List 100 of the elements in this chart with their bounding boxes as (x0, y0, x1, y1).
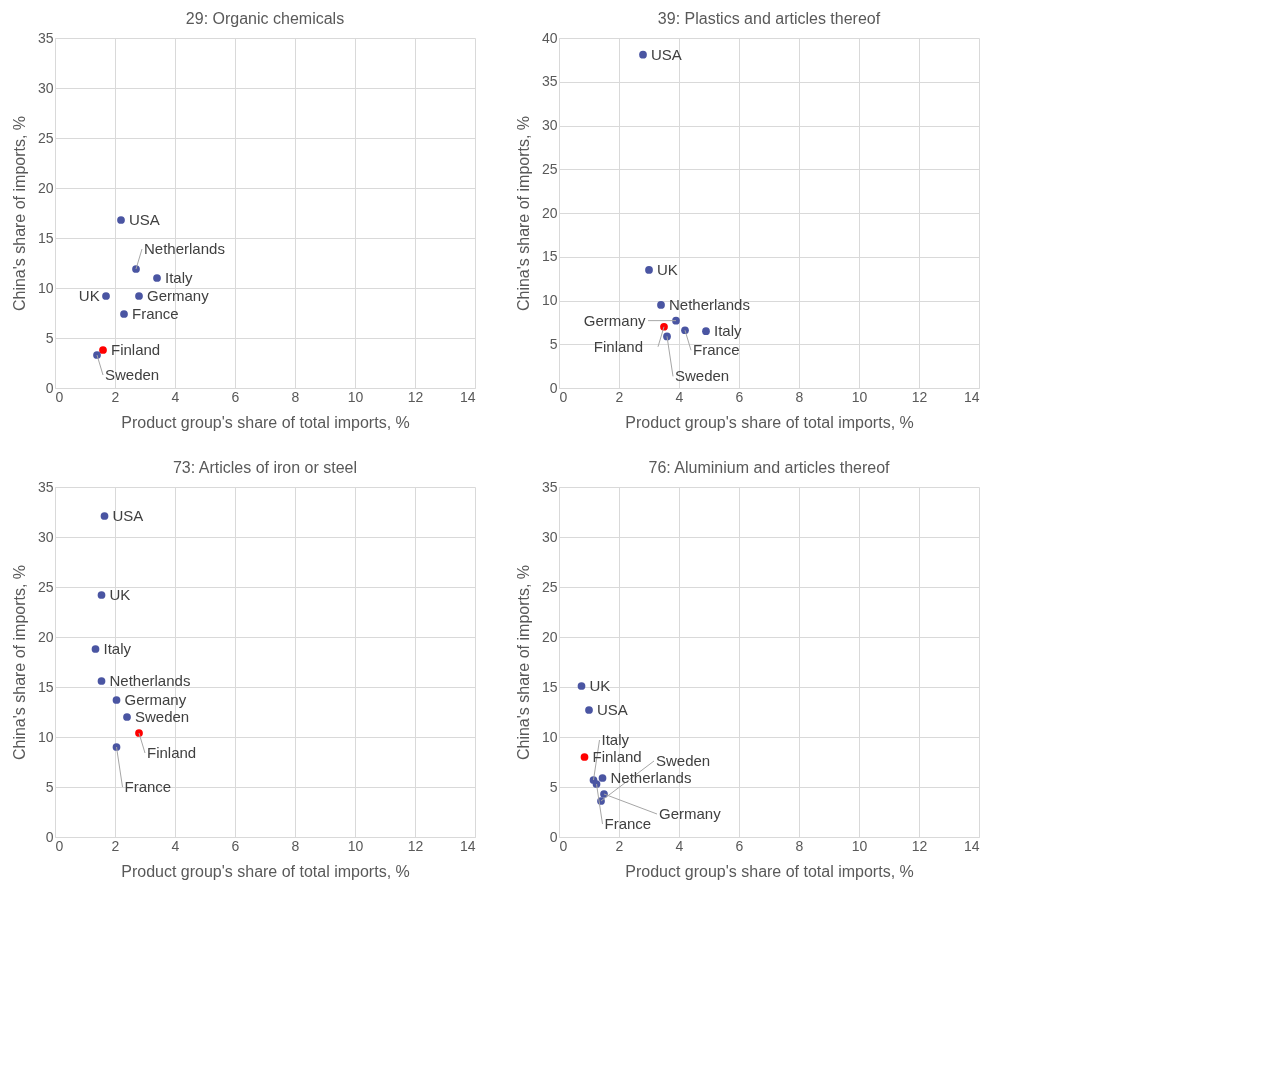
text: Germany (659, 805, 722, 822)
series-label: USA (651, 45, 682, 63)
x-tick-label: 6 (231, 388, 240, 405)
point (91, 645, 100, 653)
x-tick-label: 12 (407, 837, 424, 854)
point (102, 292, 110, 300)
x-tick-label: 6 (735, 388, 744, 405)
x-tick-label: 2 (111, 837, 120, 854)
series-label: Sweden (135, 708, 190, 725)
series-label: Italy (165, 269, 194, 286)
point (702, 327, 710, 335)
x-tick-label: 14 (459, 837, 476, 854)
y-tick-label: 25 (541, 160, 558, 177)
x-tick-label: 4 (675, 388, 684, 405)
series-label: Italy (103, 640, 132, 657)
chart-title: 76: Aluminium and articles thereof (648, 459, 891, 476)
y-tick-label: 10 (541, 292, 558, 308)
series-label: France (132, 305, 179, 322)
y-tick-label: 30 (541, 528, 558, 545)
point (580, 753, 589, 761)
chart-title: 29: Organic chemicals (185, 10, 345, 27)
series-label: Netherlands (144, 240, 225, 257)
y-tick-label: 30 (37, 528, 54, 545)
x-tick-label: 12 (911, 837, 928, 854)
point (97, 677, 106, 685)
x-axis-title: Product group's share of total imports, % (121, 413, 410, 431)
text: Sweden (656, 752, 711, 769)
point (97, 591, 106, 599)
y-tick-label: 15 (37, 678, 54, 695)
series-label: Netherlands (669, 295, 750, 313)
y-tick-label: 25 (37, 129, 54, 146)
point (657, 301, 665, 309)
series-label: UK (589, 677, 611, 694)
point (639, 50, 647, 59)
series-label: Finland (592, 748, 642, 765)
y-tick-label: 25 (541, 578, 558, 595)
x-tick-label: 10 (851, 388, 868, 405)
series-label: Germany (124, 691, 187, 708)
series-label: Finland (593, 337, 643, 355)
x-axis-title: Product group's share of total imports, % (625, 413, 914, 431)
chart-title: 73: Articles of iron or steel (172, 459, 358, 476)
y-axis-title: China's share of imports, % (514, 564, 532, 761)
series-label: USA (112, 507, 144, 524)
y-axis-title: China's share of imports, % (10, 115, 28, 312)
series-label: USA (597, 701, 628, 718)
y-tick-label: 20 (541, 204, 558, 221)
y-tick-label: 30 (541, 117, 558, 133)
x-axis-title: Product group's share of total imports, % (121, 862, 410, 880)
series-label: Italy (714, 322, 743, 340)
series-label: Germany (147, 287, 210, 304)
point (112, 696, 121, 704)
point (100, 512, 109, 520)
y-tick-label: 35 (37, 478, 54, 495)
point (123, 713, 131, 721)
y-tick-label: 15 (541, 248, 558, 265)
x-tick-label: 4 (171, 837, 180, 854)
y-tick-label: 35 (37, 29, 54, 46)
series-label: Finland (111, 341, 161, 358)
series-label: UK (657, 260, 678, 278)
series-label: France (604, 815, 652, 832)
y-axis-title: China's share of imports, % (10, 564, 28, 761)
x-tick-label: 8 (795, 388, 804, 405)
x-tick-label: 6 (735, 837, 744, 854)
point (99, 346, 107, 354)
series-label: USA (129, 211, 160, 228)
series-label: France (124, 778, 172, 795)
x-tick-label: 2 (615, 388, 624, 405)
x-tick-label: 4 (171, 388, 180, 405)
y-tick-label: 30 (37, 79, 54, 96)
y-tick-label: 25 (37, 578, 54, 595)
y-tick-label: 40 (541, 29, 558, 46)
point (117, 216, 125, 224)
y-tick-label: 10 (37, 728, 54, 745)
x-tick-label: 4 (675, 837, 684, 854)
series-label: Italy (601, 731, 630, 748)
y-tick-label: 20 (37, 179, 54, 196)
x-tick-label: 10 (347, 388, 364, 405)
series-label: Netherlands (109, 672, 191, 689)
x-tick-label: 10 (347, 837, 364, 854)
y-tick-label: 5 (45, 778, 54, 795)
series-label: France (693, 341, 740, 359)
series-label: UK (109, 586, 131, 603)
series-label: Germany (583, 311, 646, 329)
point (672, 316, 680, 325)
series-label: Sweden (105, 366, 160, 383)
x-tick-label: 12 (407, 388, 424, 405)
point (585, 706, 593, 714)
point (598, 774, 607, 782)
x-tick-label: 14 (963, 388, 980, 405)
x-tick-label: 10 (851, 837, 868, 854)
x-tick-label: 8 (291, 837, 300, 854)
series-label: UK (78, 287, 100, 304)
y-tick-label: 15 (37, 229, 54, 246)
point (577, 682, 586, 690)
series-label: Finland (147, 744, 197, 761)
x-tick-label: 14 (459, 388, 476, 405)
y-tick-label: 35 (541, 478, 558, 495)
point (120, 310, 128, 318)
y-axis-title: China's share of imports, % (514, 115, 532, 312)
x-tick-label: 8 (795, 837, 804, 854)
